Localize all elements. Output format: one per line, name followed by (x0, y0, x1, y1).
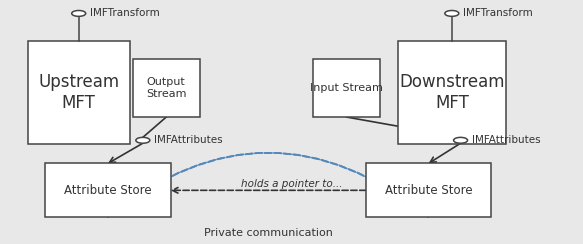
Text: Attribute Store: Attribute Store (385, 184, 472, 197)
FancyBboxPatch shape (314, 59, 380, 117)
Circle shape (445, 10, 459, 16)
FancyBboxPatch shape (28, 41, 129, 144)
FancyBboxPatch shape (366, 163, 491, 217)
FancyBboxPatch shape (398, 41, 505, 144)
Text: Upstream
MFT: Upstream MFT (38, 73, 120, 112)
FancyArrowPatch shape (110, 143, 143, 163)
Circle shape (72, 10, 86, 16)
Circle shape (454, 137, 468, 143)
Text: Input Stream: Input Stream (310, 83, 384, 93)
Text: holds a pointer to...: holds a pointer to... (241, 179, 342, 189)
Text: Private communication: Private communication (203, 228, 333, 238)
Text: IMFTransform: IMFTransform (463, 9, 533, 18)
Text: IMFTransform: IMFTransform (90, 9, 160, 18)
Text: IMFAttributes: IMFAttributes (154, 135, 223, 145)
Text: IMFAttributes: IMFAttributes (472, 135, 541, 145)
FancyBboxPatch shape (132, 59, 199, 117)
Text: Output
Stream: Output Stream (146, 77, 187, 99)
Circle shape (136, 137, 150, 143)
Text: Downstream
MFT: Downstream MFT (399, 73, 504, 112)
FancyArrowPatch shape (430, 143, 461, 163)
FancyBboxPatch shape (45, 163, 170, 217)
FancyArrowPatch shape (110, 153, 429, 217)
Text: Attribute Store: Attribute Store (64, 184, 152, 197)
FancyArrowPatch shape (173, 188, 366, 193)
FancyArrowPatch shape (108, 153, 427, 217)
